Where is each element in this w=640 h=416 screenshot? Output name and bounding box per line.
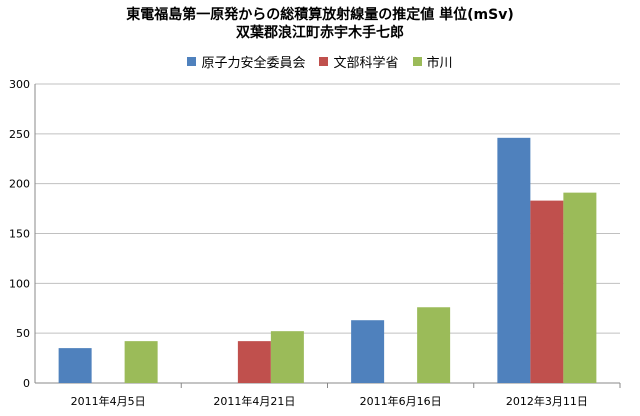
- legend-swatch: [187, 57, 197, 66]
- legend-swatch: [412, 57, 422, 66]
- y-tick-label: 250: [9, 128, 30, 141]
- x-tick-label: 2012年3月11日: [506, 394, 588, 408]
- bar: [124, 341, 158, 383]
- legend-label: 文部科学省: [333, 56, 399, 71]
- legend-item: 市川: [412, 52, 453, 71]
- bar: [417, 307, 451, 383]
- y-tick-label: 300: [9, 78, 30, 91]
- x-tick-label: 2011年4月21日: [213, 394, 295, 408]
- y-tick-label: 200: [9, 178, 30, 191]
- bar: [270, 331, 304, 383]
- legend-swatch: [319, 57, 329, 66]
- bar: [351, 320, 385, 383]
- y-tick-label: 0: [23, 377, 30, 390]
- chart-title: 東電福島第一原発からの総積算放射線量の推定値 単位(mSv): [126, 7, 514, 23]
- legend: 原子力安全委員会 文部科学省 市川: [0, 52, 640, 71]
- legend-item: 文部科学省: [319, 52, 399, 71]
- bar: [530, 200, 564, 383]
- legend-item: 原子力安全委員会: [187, 52, 305, 71]
- bar: [497, 137, 531, 383]
- legend-label: 原子力安全委員会: [201, 56, 306, 71]
- legend-label: 市川: [426, 56, 453, 71]
- y-tick-label: 150: [9, 228, 30, 241]
- x-tick-label: 2011年6月16日: [360, 394, 442, 408]
- y-tick-label: 50: [16, 327, 30, 340]
- chart-subtitle: 双葉郡浪江町赤宇木手七郎: [236, 25, 404, 41]
- y-tick-label: 100: [9, 277, 30, 290]
- bar: [58, 348, 92, 383]
- bar: [563, 192, 597, 383]
- bar: [237, 341, 271, 383]
- x-tick-label: 2011年4月5日: [71, 394, 146, 408]
